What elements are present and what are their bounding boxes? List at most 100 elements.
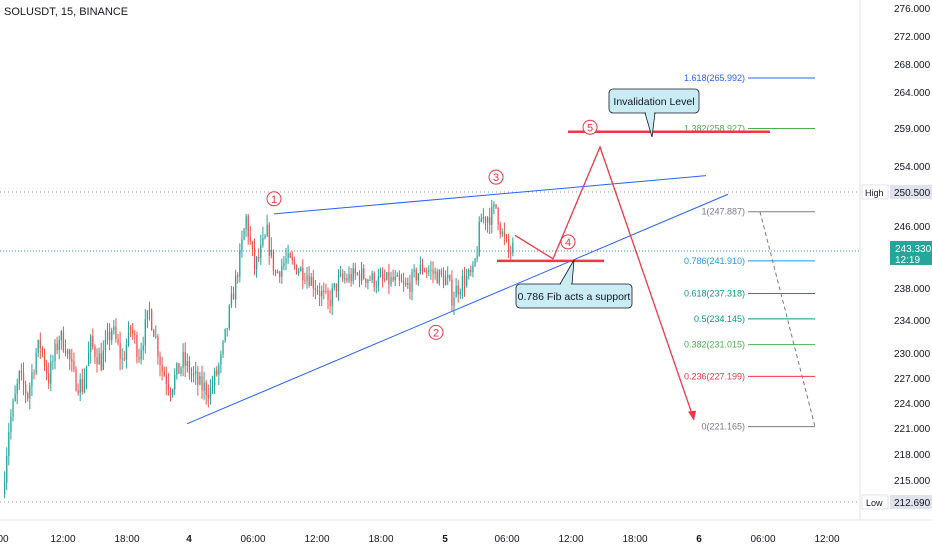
time-tick-label: 06:00 xyxy=(494,534,519,545)
candle-body xyxy=(22,372,25,385)
candle-body xyxy=(207,395,209,399)
candle-body xyxy=(56,343,58,351)
candle-body xyxy=(327,291,329,300)
candle-body xyxy=(277,271,279,274)
callout-tail xyxy=(559,259,575,285)
price-tick-label: 246.000 xyxy=(894,222,931,233)
grid-lines xyxy=(0,191,860,503)
candle-body xyxy=(419,264,422,274)
candle-body xyxy=(459,291,461,295)
lower-trendline[interactable] xyxy=(186,193,729,425)
candle-body xyxy=(344,278,346,280)
candle-body xyxy=(398,275,401,281)
candle-body xyxy=(201,376,203,391)
candle-body xyxy=(300,267,302,272)
candle-body xyxy=(258,257,260,259)
candle-body xyxy=(295,264,298,274)
candle-body xyxy=(41,348,44,353)
candle-body xyxy=(396,275,398,277)
candle-body xyxy=(466,276,468,286)
candle-body xyxy=(178,363,180,374)
candle-body xyxy=(333,283,335,288)
candle-body xyxy=(12,401,14,418)
time-tick-label: 18:00 xyxy=(114,534,139,545)
time-axis[interactable]: 00 12:00 18:00 4 06:00 12:00 18:00 5 06:00 12:00 1… xyxy=(0,519,932,545)
candle-body xyxy=(266,224,268,237)
candle-body xyxy=(363,268,365,279)
candle-body xyxy=(482,216,485,219)
wave-label-text: 4 xyxy=(565,237,571,249)
candle-body xyxy=(285,258,287,263)
candle-body xyxy=(371,273,373,281)
candle-body xyxy=(69,350,71,360)
candle-body xyxy=(159,356,161,365)
candle-body xyxy=(470,269,472,272)
candle-body xyxy=(172,389,174,395)
wave-label-circle[interactable] xyxy=(488,169,504,185)
candle-body xyxy=(140,350,142,360)
drawings[interactable]: 1 2 3 4 5 Invalidation Level 0.786 Fib acts a … xyxy=(186,88,770,425)
candle-body xyxy=(400,280,403,283)
candle-body xyxy=(474,259,476,266)
wave-label-circle[interactable] xyxy=(582,119,598,135)
candle-body xyxy=(218,365,220,375)
time-tick-label: 06:00 xyxy=(240,534,265,545)
price-tick-label: 221.000 xyxy=(894,424,931,435)
candle-body xyxy=(447,275,449,278)
candle-body xyxy=(14,393,16,402)
candle-body xyxy=(111,330,113,341)
candle-body xyxy=(298,271,300,274)
projection-arrowhead xyxy=(688,410,696,421)
fib-level-label: 0(221.165) xyxy=(701,422,745,432)
candle-body xyxy=(92,336,94,347)
wave-label-circle[interactable] xyxy=(560,234,576,250)
candle-body xyxy=(58,340,60,351)
low-value-label: 212.690 xyxy=(894,498,931,509)
callout[interactable]: Invalidation Level xyxy=(608,88,700,138)
candle-body xyxy=(20,371,23,373)
candle-body xyxy=(499,223,501,234)
candle-body xyxy=(358,273,361,282)
candle-body xyxy=(365,278,367,283)
candle-body xyxy=(264,236,266,238)
candle-body xyxy=(169,389,172,395)
candle-body xyxy=(329,299,331,307)
candle-body xyxy=(461,276,464,292)
candle-body xyxy=(167,383,170,390)
candle-body xyxy=(239,250,241,277)
wave-label-circle[interactable] xyxy=(266,191,282,207)
candle-body xyxy=(356,273,359,275)
wave-label-circle[interactable] xyxy=(428,324,444,340)
candle-body xyxy=(382,274,384,279)
candle-body xyxy=(373,273,375,288)
candle-body xyxy=(375,286,377,288)
fib-level-label: 0.382(231.015) xyxy=(684,340,745,350)
callout[interactable]: 0.786 Fib acts a support xyxy=(515,259,633,309)
fib-trend-line[interactable] xyxy=(759,211,816,427)
candle-body xyxy=(247,216,249,237)
price-axis[interactable]: 276.000 272.000 268.000 264.000 259.000 254.0… xyxy=(859,0,932,520)
fibonacci-retracement[interactable]: 1.618(265.992) 1.382(258.927) 1(247.887) 0.… xyxy=(684,73,816,432)
countdown-label: 12:19 xyxy=(895,255,920,266)
candle-body xyxy=(260,245,262,258)
callout-tail xyxy=(644,112,656,138)
time-tick-label: 5 xyxy=(442,534,448,545)
candle-body xyxy=(29,385,31,399)
candle-body xyxy=(245,216,247,230)
candle-body xyxy=(312,277,314,289)
symbol-title: SOLUSDT, 15, BINANCE xyxy=(4,6,129,18)
candle-body xyxy=(33,372,35,374)
candle-body xyxy=(48,373,50,384)
high-value-badge xyxy=(890,185,932,199)
time-tick-label: 00 xyxy=(0,534,9,545)
candle-body xyxy=(409,283,411,292)
time-tick-label: 18:00 xyxy=(368,534,393,545)
price-tick-label: 276.000 xyxy=(894,4,931,15)
wave-projection-path[interactable] xyxy=(514,145,695,420)
candle-body xyxy=(249,236,251,242)
upper-trendline[interactable] xyxy=(273,175,707,215)
candle-body xyxy=(386,272,388,280)
candle-body xyxy=(253,248,256,269)
